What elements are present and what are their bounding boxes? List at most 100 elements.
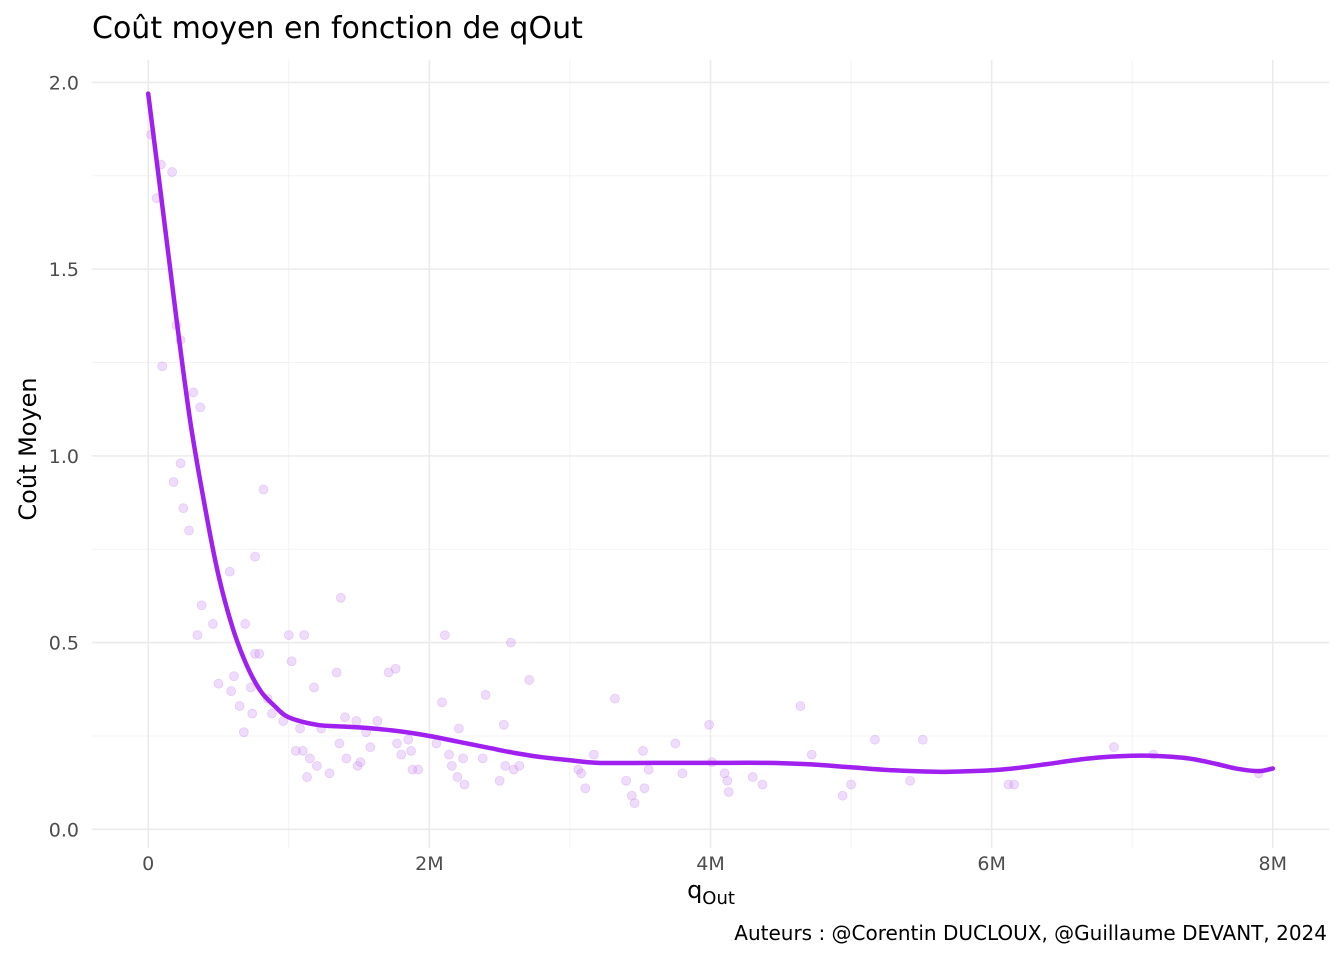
data-point [621,775,632,786]
data-point [403,734,414,745]
data-point [580,783,591,794]
data-point [340,712,350,723]
data-point [446,760,457,771]
data-point [626,790,637,801]
data-point [723,787,734,797]
data-point [1003,779,1014,790]
data-points [146,129,1264,809]
data-point [234,701,245,711]
data-point [351,716,362,726]
data-point [302,772,312,782]
data-point [224,566,235,577]
y-tick-label: 1.0 [49,446,79,468]
data-point [335,592,346,603]
data-point [524,675,535,685]
data-point [413,764,424,775]
data-point [588,749,599,760]
data-point [267,708,277,719]
y-tick-label: 2.0 [49,72,79,94]
data-point [795,701,806,711]
data-point [704,719,714,730]
data-point [610,693,620,704]
smooth-curve [145,91,1276,775]
data-point [383,667,394,678]
grid [92,60,1329,848]
data-point [238,727,249,738]
data-point [458,753,469,764]
y-tick-label: 0.0 [49,819,79,841]
x-tick-label: 8M [1259,853,1287,875]
data-point [304,753,315,764]
data-point [444,749,454,760]
data-point [355,757,366,768]
data-point [459,779,470,790]
data-point [188,387,199,398]
data-point [207,619,218,629]
data-point [870,734,880,745]
data-point [167,167,178,177]
data-point [309,682,319,693]
data-point [722,775,733,786]
chart-title: Coût moyen en fonction de qOut [92,11,583,46]
data-point [431,738,442,749]
y-tick-label: 1.5 [49,259,79,281]
x-tick-label: 6M [977,853,1005,875]
x-axis-title: qOut [687,876,735,909]
smooth-curve-group [145,91,1276,775]
data-point [498,719,509,730]
data-point [917,734,928,745]
data-point [297,746,308,756]
x-axis-ticks: 0 2M 4M 6M 8M [142,853,1287,875]
data-point [1009,779,1020,790]
data-point [295,723,305,734]
data-point [453,723,464,734]
data-point [638,746,648,756]
x-tick-label: 4M [696,853,724,875]
data-point [670,738,681,749]
data-point [192,630,203,641]
data-point [286,656,297,667]
data-point [747,772,758,782]
data-point [365,742,376,753]
data-point [757,779,768,790]
data-point [175,458,186,469]
data-point [240,619,251,629]
data-point [331,667,342,678]
data-point [352,760,363,771]
data-point [837,790,848,801]
data-point [168,477,179,487]
data-point [629,798,640,809]
data-point [480,689,491,700]
x-axis-title-subscript: Out [702,888,735,909]
data-point [372,716,383,726]
data-point [290,746,301,756]
data-point [396,749,407,760]
data-point [508,764,519,775]
y-axis-ticks: 0.0 0.5 1.0 1.5 2.0 [49,72,79,841]
data-point [806,749,817,760]
data-point [178,503,189,514]
data-point [677,768,688,779]
data-point [334,738,345,749]
data-point [573,764,584,775]
data-point [719,768,730,779]
data-point [341,753,352,764]
data-point [196,600,207,611]
data-point [195,402,206,413]
data-point [643,764,654,775]
y-axis-title: Coût Moyen [14,377,42,520]
data-point [477,753,488,764]
data-point [392,738,402,749]
x-axis-title-main: q [687,876,702,904]
data-point [258,484,269,495]
data-point [157,361,168,372]
data-point [390,663,401,674]
data-point [245,682,256,693]
data-point [407,764,418,775]
data-point [312,760,322,771]
data-point [514,760,525,771]
data-point [406,746,416,756]
data-point [299,630,310,641]
data-point [494,775,505,786]
